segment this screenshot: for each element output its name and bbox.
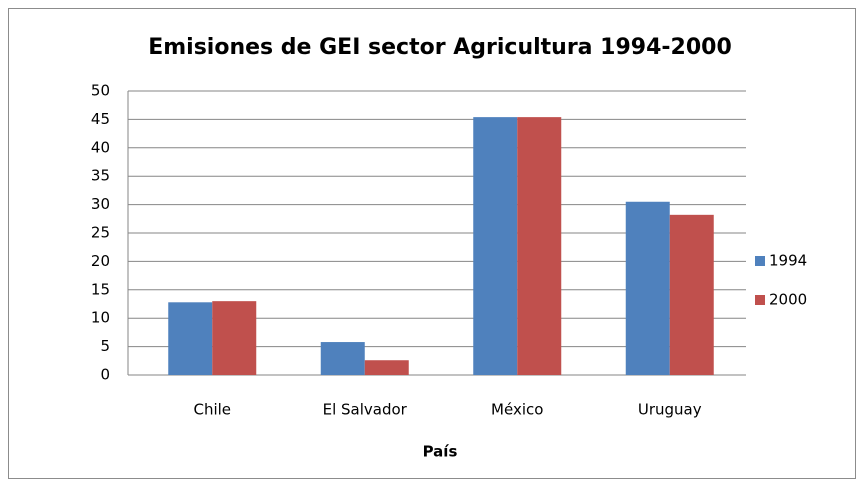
y-tick-label: 5 <box>100 337 110 355</box>
y-tick-label: 35 <box>91 167 110 185</box>
y-tick-label: 50 <box>91 82 110 100</box>
y-tick-label: 20 <box>91 252 110 270</box>
y-tick-label: 25 <box>91 224 110 242</box>
legend-label: 2000 <box>769 291 807 309</box>
bar <box>473 117 518 376</box>
chart-title: Emisiones de GEI sector Agricultura 1994… <box>148 35 732 60</box>
x-tick-label: México <box>491 401 543 419</box>
y-tick-label: 0 <box>100 366 110 384</box>
legend-swatch <box>755 295 765 305</box>
bar <box>364 360 409 375</box>
y-tick-label: 40 <box>91 138 110 156</box>
x-tick-label: El Salvador <box>323 401 408 419</box>
x-axis-title: País <box>423 443 458 461</box>
y-tick-label: 30 <box>91 195 110 213</box>
y-tick-label: 15 <box>91 280 110 298</box>
legend-swatch <box>755 256 765 266</box>
bar <box>625 201 670 375</box>
x-tick-label: Chile <box>193 401 231 419</box>
bar <box>320 342 365 375</box>
y-tick-label: 45 <box>91 110 110 128</box>
y-tick-label: 10 <box>91 309 110 327</box>
legend-label: 1994 <box>769 252 807 270</box>
bar <box>168 302 213 375</box>
x-tick-label: Uruguay <box>638 401 702 419</box>
bar <box>212 301 257 375</box>
bar <box>669 214 714 375</box>
bar <box>517 117 562 376</box>
chart-frame <box>8 8 856 479</box>
